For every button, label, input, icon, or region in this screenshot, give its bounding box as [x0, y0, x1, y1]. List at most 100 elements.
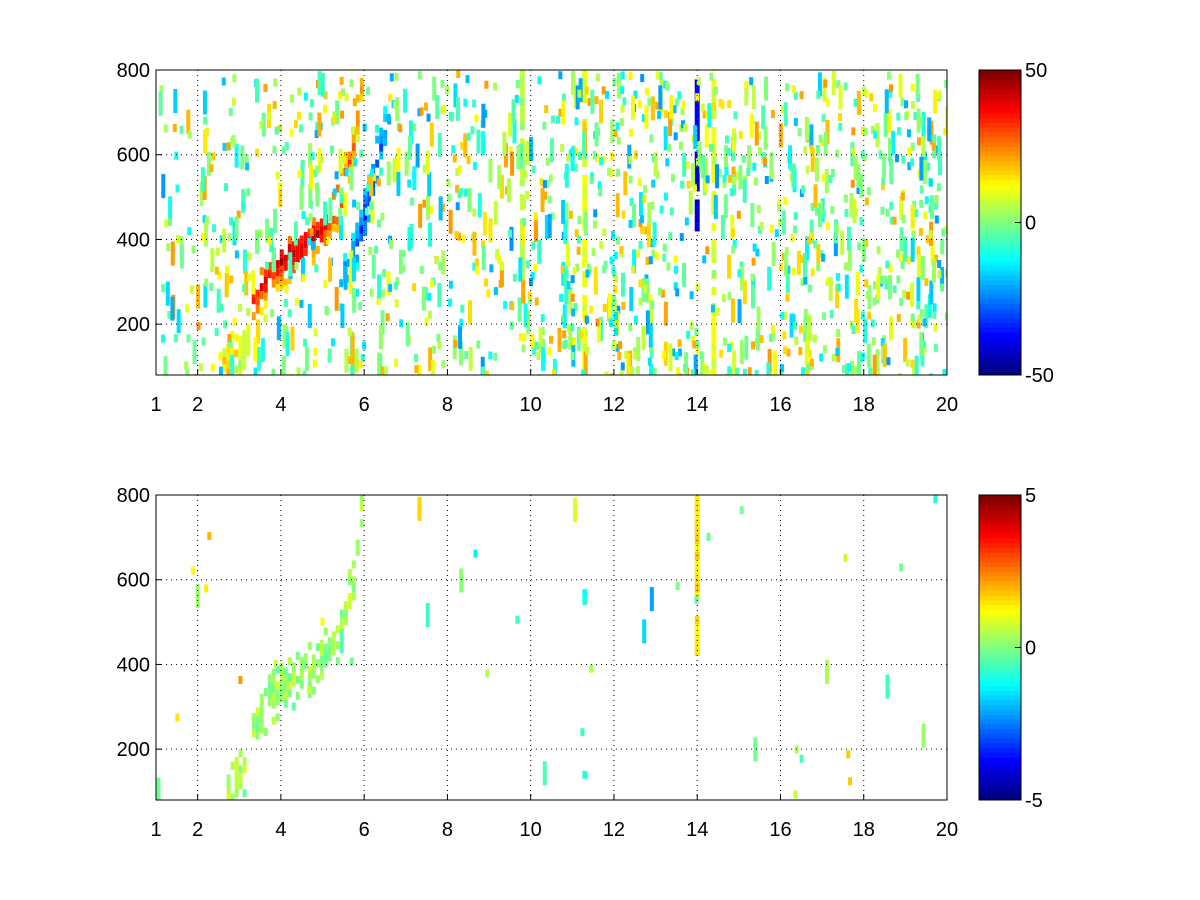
heatmap-cell	[937, 151, 942, 176]
heatmap-cell	[323, 627, 328, 636]
heatmap-cell	[519, 82, 525, 91]
heatmap-cell	[234, 789, 239, 798]
heatmap-cell	[242, 765, 247, 774]
heatmap-cell	[327, 348, 332, 357]
heatmap-cell	[271, 368, 276, 375]
heatmap-cell	[459, 341, 464, 366]
heatmap-cell	[841, 365, 846, 374]
heatmap-cell	[885, 674, 890, 699]
heatmap-cell	[275, 171, 280, 180]
heatmap-cell	[694, 575, 700, 584]
heatmap-cell	[809, 145, 814, 154]
heatmap-cell	[917, 253, 922, 278]
heatmap-cell	[332, 188, 337, 197]
heatmap-cell	[545, 157, 550, 166]
colorbar-segment	[979, 313, 1021, 319]
heatmap-cell	[419, 265, 424, 274]
heatmap-cell	[822, 77, 827, 102]
heatmap-cell	[838, 85, 843, 110]
heatmap-cell	[168, 196, 173, 221]
colorbar-tick-label: 5	[1025, 485, 1036, 507]
heatmap-cell	[493, 352, 498, 361]
heatmap-cell	[652, 222, 657, 247]
heatmap-cell	[810, 232, 815, 241]
colorbar-segment	[979, 246, 1021, 252]
heatmap-cell	[691, 163, 696, 188]
heatmap-cell	[918, 116, 923, 125]
colorbar-segment	[979, 198, 1021, 204]
heatmap-cell	[291, 670, 296, 679]
heatmap-cell	[672, 105, 677, 114]
heatmap-cell	[757, 146, 762, 155]
colorbar-segment	[979, 776, 1021, 782]
heatmap-cell	[199, 181, 204, 206]
heatmap-cell	[540, 314, 545, 323]
heatmap-cell	[613, 319, 618, 328]
heatmap-cell	[628, 72, 633, 81]
heatmap-cell	[566, 153, 571, 162]
heatmap-cell	[514, 94, 519, 103]
heatmap-cell	[944, 312, 947, 321]
heatmap-cell	[797, 128, 802, 137]
heatmap-cell	[864, 197, 869, 206]
heatmap-cell	[809, 124, 814, 149]
colorbar-segment	[979, 336, 1021, 343]
heatmap-cell	[812, 334, 817, 343]
heatmap-cell	[738, 131, 743, 140]
heatmap-cell	[929, 280, 934, 305]
heatmap-cell	[912, 200, 917, 209]
heatmap-cell	[866, 187, 871, 196]
heatmap-cell	[418, 203, 423, 228]
heatmap-cell	[630, 366, 635, 375]
x-tick-label: 16	[769, 819, 791, 841]
heatmap-cell	[412, 123, 417, 132]
heatmap-cell	[751, 284, 756, 309]
heatmap-cell	[905, 358, 910, 367]
heatmap-cell	[521, 279, 526, 304]
heatmap-cell	[660, 289, 665, 298]
heatmap-cell	[186, 334, 191, 343]
heatmap-cell	[493, 287, 498, 296]
heatmap-cell	[769, 152, 774, 177]
heatmap-cell	[291, 241, 296, 250]
heatmap-cell	[898, 373, 903, 375]
heatmap-cell	[328, 257, 333, 282]
heatmap-cell	[695, 93, 700, 102]
heatmap-cell	[516, 145, 521, 170]
heatmap-cell	[383, 129, 388, 138]
heatmap-cell	[851, 201, 856, 210]
heatmap-cell	[694, 595, 699, 604]
heatmap-cell	[295, 651, 300, 660]
y-tick-label: 800	[117, 485, 150, 507]
heatmap-cell	[803, 308, 808, 333]
heatmap-cell	[255, 707, 260, 716]
heatmap-cell	[234, 765, 239, 774]
heatmap-cell	[278, 182, 283, 207]
colorbar-segment	[979, 614, 1021, 620]
heatmap-cell	[424, 317, 429, 326]
heatmap-cell	[781, 252, 786, 261]
heatmap-cell	[699, 165, 704, 174]
heatmap-cell	[242, 330, 247, 339]
heatmap-cell	[364, 207, 369, 216]
heatmap-cell	[585, 346, 590, 355]
heatmap-cell	[296, 367, 301, 375]
heatmap-cell	[791, 313, 796, 322]
heatmap-cell	[813, 240, 818, 249]
heatmap-cell	[242, 757, 247, 766]
heatmap-cell	[682, 262, 687, 287]
colorbar-segment	[979, 637, 1021, 644]
heatmap-cell	[731, 228, 736, 237]
heatmap-cell	[367, 198, 372, 207]
heatmap-cell	[617, 351, 622, 360]
heatmap-cell	[633, 351, 638, 360]
heatmap-cell	[802, 253, 807, 278]
heatmap-cell	[234, 757, 239, 766]
heatmap-cell	[711, 102, 716, 111]
heatmap-cell	[919, 156, 924, 181]
heatmap-cell	[817, 72, 822, 97]
heatmap-cell	[694, 175, 700, 184]
heatmap-cell	[561, 261, 566, 286]
heatmap-cell	[843, 194, 848, 203]
heatmap-cell	[615, 236, 620, 245]
